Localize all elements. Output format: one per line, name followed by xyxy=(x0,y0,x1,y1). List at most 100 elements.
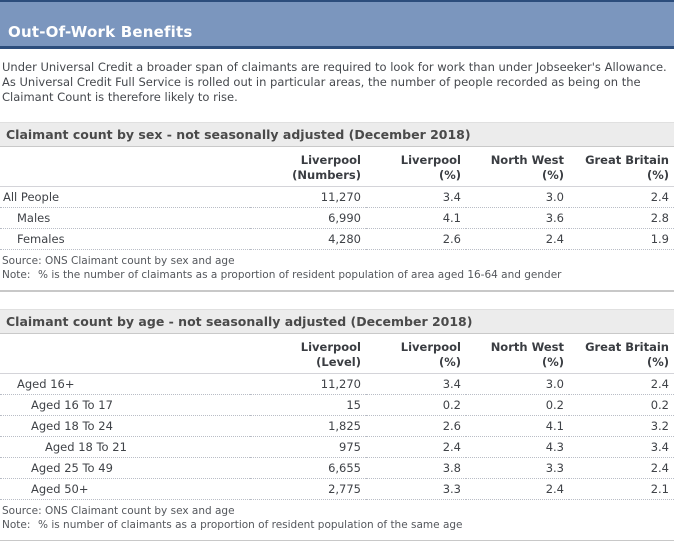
column-header: Liverpool (%) xyxy=(366,147,466,187)
cell-value: 1.9 xyxy=(569,228,674,250)
section-title: Claimant count by age - not seasonally a… xyxy=(6,314,473,329)
source-line: Source: ONS Claimant count by sex and ag… xyxy=(2,505,235,517)
table-row: Females 4,280 2.6 2.4 1.9 xyxy=(0,228,674,250)
section-divider xyxy=(0,290,674,292)
cell-value: 2.4 xyxy=(466,228,569,250)
table-row: Aged 16 To 17 15 0.2 0.2 0.2 xyxy=(0,394,674,416)
cell-value: 3.4 xyxy=(569,436,674,458)
column-header: Great Britain (%) xyxy=(569,334,674,374)
cell-value: 4,280 xyxy=(250,228,366,250)
column-header-line: (%) xyxy=(541,355,564,369)
cell-value: 0.2 xyxy=(466,394,569,416)
cell-value: 0.2 xyxy=(366,394,466,416)
cell-value: 2.4 xyxy=(569,373,674,395)
column-header-line: Liverpool xyxy=(300,340,361,354)
cell-value: 3.6 xyxy=(466,207,569,229)
row-label: Aged 18 To 24 xyxy=(0,415,250,437)
cell-value: 2.4 xyxy=(466,478,569,500)
intro-line: Claimant Count is therefore likely to ri… xyxy=(2,90,238,104)
row-label: Aged 50+ xyxy=(0,478,250,500)
claimant-by-sex-table: Liverpool (Numbers) Liverpool (%) North … xyxy=(0,147,674,250)
cell-value: 975 xyxy=(250,436,366,458)
cell-value: 3.3 xyxy=(366,478,466,500)
source-line: Source: ONS Claimant count by sex and ag… xyxy=(2,255,235,267)
cell-value: 6,655 xyxy=(250,457,366,479)
column-header-line: North West xyxy=(490,340,564,354)
cell-value: 2.4 xyxy=(569,186,674,208)
section-title-bar: Claimant count by age - not seasonally a… xyxy=(0,309,674,334)
column-header-spacer xyxy=(0,334,250,374)
table-row: Aged 16+ 11,270 3.4 3.0 2.4 xyxy=(0,373,674,395)
note-text: % is the number of claimants as a propor… xyxy=(38,269,562,281)
cell-value: 3.4 xyxy=(366,373,466,395)
page-header-bar: Out-Of-Work Benefits xyxy=(0,0,674,49)
column-header-line: Great Britain xyxy=(585,340,669,354)
column-header-line: Liverpool xyxy=(300,153,361,167)
column-header-line: (Numbers) xyxy=(292,168,361,182)
row-label: Females xyxy=(0,228,250,250)
cell-value: 4.3 xyxy=(466,436,569,458)
table-row: All People 11,270 3.4 3.0 2.4 xyxy=(0,186,674,208)
column-header-line: Liverpool xyxy=(400,153,461,167)
column-header-line: (Level) xyxy=(316,355,361,369)
row-label: Males xyxy=(0,207,250,229)
column-header-spacer xyxy=(0,147,250,187)
column-header-line: (%) xyxy=(438,355,461,369)
note-line: Note: % is the number of claimants as a p… xyxy=(2,269,674,282)
cell-value: 15 xyxy=(250,394,366,416)
intro-paragraph: Under Universal Credit a broader span of… xyxy=(2,60,674,105)
note-label: Note: xyxy=(2,269,31,281)
cell-value: 3.4 xyxy=(366,186,466,208)
note-label: Note: xyxy=(2,519,31,531)
intro-line: Under Universal Credit a broader span of… xyxy=(2,60,667,74)
column-header-line: (%) xyxy=(438,168,461,182)
cell-value: 3.0 xyxy=(466,373,569,395)
cell-value: 1,825 xyxy=(250,415,366,437)
cell-value: 4.1 xyxy=(366,207,466,229)
column-header-line: Great Britain xyxy=(585,153,669,167)
table-row: Males 6,990 4.1 3.6 2.8 xyxy=(0,207,674,229)
table-header-row: Liverpool (Level) Liverpool (%) North We… xyxy=(0,334,674,374)
column-header-line: (%) xyxy=(646,168,669,182)
table-row: Aged 50+ 2,775 3.3 2.4 2.1 xyxy=(0,478,674,500)
table-header-row: Liverpool (Numbers) Liverpool (%) North … xyxy=(0,147,674,187)
column-header: Great Britain (%) xyxy=(569,147,674,187)
column-header: Liverpool (Numbers) xyxy=(250,147,366,187)
cell-value: 2.6 xyxy=(366,228,466,250)
intro-line: As Universal Credit Full Service is roll… xyxy=(2,75,641,89)
cell-value: 2.8 xyxy=(569,207,674,229)
section-title: Claimant count by sex - not seasonally a… xyxy=(6,127,471,142)
cell-value: 3.3 xyxy=(466,457,569,479)
cell-value: 3.2 xyxy=(569,415,674,437)
claimant-by-age-section: Claimant count by age - not seasonally a… xyxy=(0,309,674,532)
cell-value: 2.6 xyxy=(366,415,466,437)
cell-value: 2,775 xyxy=(250,478,366,500)
table-row: Aged 25 To 49 6,655 3.8 3.3 2.4 xyxy=(0,457,674,479)
column-header-line: (%) xyxy=(541,168,564,182)
note-line: Note: % is number of claimants as a propo… xyxy=(2,519,674,532)
row-label: All People xyxy=(0,186,250,208)
column-header-line: North West xyxy=(490,153,564,167)
row-label: Aged 16+ xyxy=(0,373,250,395)
column-header-line: (%) xyxy=(646,355,669,369)
claimant-by-sex-section: Claimant count by sex - not seasonally a… xyxy=(0,122,674,282)
cell-value: 11,270 xyxy=(250,186,366,208)
claimant-by-age-table: Liverpool (Level) Liverpool (%) North We… xyxy=(0,334,674,500)
table-row: Aged 18 To 21 975 2.4 4.3 3.4 xyxy=(0,436,674,458)
column-header: North West (%) xyxy=(466,147,569,187)
cell-value: 2.1 xyxy=(569,478,674,500)
column-header: North West (%) xyxy=(466,334,569,374)
table-row: Aged 18 To 24 1,825 2.6 4.1 3.2 xyxy=(0,415,674,437)
cell-value: 4.1 xyxy=(466,415,569,437)
row-label: Aged 25 To 49 xyxy=(0,457,250,479)
section-title-bar: Claimant count by sex - not seasonally a… xyxy=(0,122,674,147)
column-header: Liverpool (Level) xyxy=(250,334,366,374)
cell-value: 3.0 xyxy=(466,186,569,208)
row-label: Aged 16 To 17 xyxy=(0,394,250,416)
cell-value: 11,270 xyxy=(250,373,366,395)
cell-value: 3.8 xyxy=(366,457,466,479)
cell-value: 6,990 xyxy=(250,207,366,229)
row-label: Aged 18 To 21 xyxy=(0,436,250,458)
cell-value: 2.4 xyxy=(569,457,674,479)
note-text: % is number of claimants as a proportion… xyxy=(38,519,463,531)
